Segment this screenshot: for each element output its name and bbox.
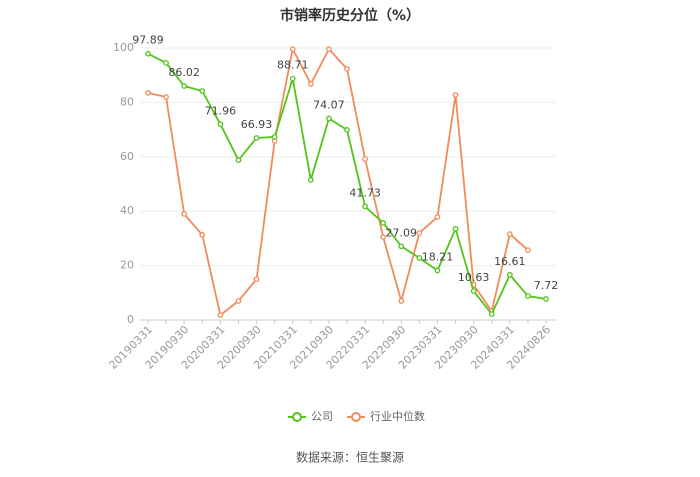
y-tick-label: 40 [120,204,134,217]
point [253,276,260,283]
data-label: 10.63 [458,271,490,284]
point [506,271,513,278]
data-label: 41.73 [349,186,381,199]
y-tick-label: 20 [120,259,134,272]
point [416,230,423,236]
point [525,247,531,253]
data-label: 71.96 [205,104,237,117]
data-label: 97.89 [132,34,164,47]
point [217,121,224,128]
point [253,135,260,141]
data-label: 66.93 [241,118,273,131]
point [434,267,441,274]
y-tick-label: 100 [113,41,134,54]
point [506,231,513,237]
point [380,234,387,240]
point [344,66,350,72]
point [199,88,206,94]
source: 数据来源：恒生聚源 [296,450,404,465]
point [307,81,314,87]
point [452,92,459,98]
point [145,50,151,57]
point [398,298,405,304]
point [452,226,459,232]
chart-title: 市销率历史分位（%） [280,7,420,24]
point [525,293,531,299]
data-label: 7.72 [534,279,559,292]
point [217,312,224,318]
point [181,83,188,89]
y-tick-label: 0 [127,313,134,326]
point [362,156,368,162]
legend-marker [292,412,302,422]
point [289,75,296,82]
data-label: 74.07 [313,99,345,112]
data-label: 27.09 [386,226,418,239]
point [344,127,350,133]
point [307,177,314,183]
point [235,298,242,304]
point [416,255,423,261]
point [326,46,332,52]
point [380,220,387,226]
series-line [147,46,529,317]
point [163,60,169,66]
data-label: 16.61 [494,255,526,268]
y-tick-label: 60 [120,150,134,163]
point [326,115,332,122]
point [488,311,495,317]
point [362,203,368,210]
point [181,211,188,217]
legend-label: 公司 [311,410,333,423]
point [163,94,169,100]
legend-marker [351,412,361,422]
data-label: 86.02 [168,66,200,79]
point [543,296,549,302]
point [235,157,242,163]
data-label: 88.71 [277,59,309,72]
point [145,90,151,96]
point [470,288,477,294]
point [271,134,278,140]
y-tick-label: 80 [120,95,134,108]
point [434,214,441,220]
data-label: 18.21 [422,250,454,263]
point [289,46,296,52]
legend-label: 行业中位数 [370,409,425,423]
point [199,232,206,238]
point [398,243,405,250]
